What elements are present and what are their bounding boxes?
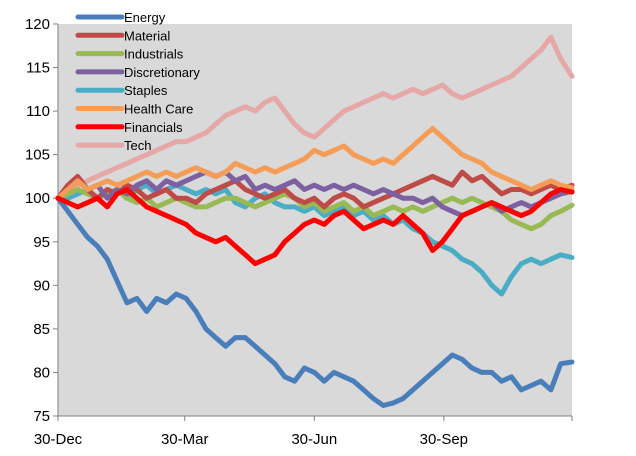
y-tick-label: 95	[33, 234, 50, 251]
legend-label-financials: Financials	[124, 120, 183, 135]
legend-label-discretionary: Discretionary	[124, 65, 200, 80]
x-tick-label: 30-Dec	[34, 431, 83, 448]
legend: Energy Material Industrials Discretionary St…	[75, 10, 200, 153]
series-line-staples	[55, 182, 575, 297]
series-layer	[55, 34, 575, 408]
y-tick-label: 110	[26, 103, 50, 120]
series-line-material	[55, 169, 575, 210]
y-tick-label: 90	[33, 277, 50, 294]
legend-label-staples: Staples	[124, 83, 168, 98]
x-tick-label: 30-Mar	[161, 431, 209, 448]
y-tick-label: 85	[33, 321, 50, 338]
x-tick-label: 30-Jun	[291, 431, 337, 448]
legend-label-tech: Tech	[124, 138, 151, 153]
series-line-energy	[55, 195, 575, 408]
x-tick-label: 30-Sep	[420, 431, 468, 448]
legend-label-industrials: Industrials	[124, 47, 184, 62]
legend-label-material: Material	[124, 28, 170, 43]
x-axis: 30-Dec 30-Mar 30-Jun 30-Sep	[34, 415, 573, 448]
legend-label-health-care: Health Care	[124, 102, 193, 117]
y-tick-label: 115	[26, 60, 50, 77]
y-tick-label: 100	[25, 190, 50, 207]
y-axis: 75 80 85 90 95 100 105 110 115 120	[25, 16, 59, 425]
legend-label-energy: Energy	[124, 10, 166, 25]
y-tick-label: 120	[25, 16, 50, 33]
series-line-health-care	[55, 126, 575, 201]
y-tick-label: 75	[33, 408, 50, 425]
y-tick-label: 80	[33, 364, 50, 381]
y-tick-label: 105	[25, 147, 50, 164]
series-line-tech	[55, 34, 575, 201]
series-line-financials	[55, 187, 575, 267]
